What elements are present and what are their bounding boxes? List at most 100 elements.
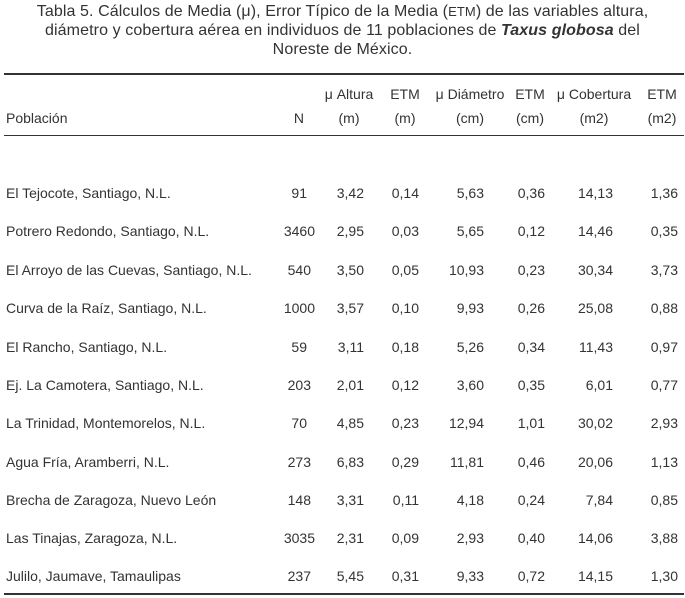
header-etm-altura: ETM	[390, 86, 420, 102]
cell-etm-altura: 0,03	[391, 223, 419, 239]
cell-diametro: 5,65	[456, 223, 484, 239]
cell-poblacion: Julilo, Jaumave, Tamaulipas	[6, 568, 181, 584]
cell-etm-diametro: 0,24	[517, 492, 545, 508]
cell-n: 1000	[283, 300, 315, 316]
cell-cobertura: 14,13	[577, 185, 613, 201]
table-row: Curva de la Raíz, Santiago, N.L. 1000 3,…	[0, 298, 685, 318]
cell-poblacion: El Arroyo de las Cuevas, Santiago, N.L.	[6, 262, 252, 278]
cell-etm-diametro: 0,46	[517, 454, 545, 470]
cell-poblacion: Las Tinajas, Zaragoza, N.L.	[6, 530, 178, 546]
table-row: Julilo, Jaumave, Tamaulipas 237 5,45 0,3…	[0, 566, 685, 586]
cell-etm-cobertura: 2,93	[650, 415, 678, 431]
cell-altura: 3,42	[336, 185, 364, 201]
cell-etm-altura: 0,31	[391, 568, 419, 584]
header-poblacion: Población	[6, 110, 68, 126]
cell-poblacion: Potrero Redondo, Santiago, N.L.	[6, 223, 210, 239]
header-etm-cobertura-unit: (m2)	[647, 110, 677, 126]
cell-etm-cobertura: 0,35	[650, 223, 678, 239]
table-row: Brecha de Zaragoza, Nuevo León 148 3,31 …	[0, 490, 685, 510]
table-header-rule	[4, 135, 684, 136]
cell-etm-altura: 0,29	[391, 454, 419, 470]
cell-cobertura: 7,84	[585, 492, 613, 508]
cell-n: 3035	[283, 530, 315, 546]
cell-cobertura: 6,01	[585, 377, 613, 393]
cell-diametro: 11,81	[450, 454, 484, 470]
header-n: N	[293, 110, 304, 126]
header-etm-cobertura: ETM	[647, 86, 677, 102]
header-mu-cobertura-unit: (m2)	[579, 110, 609, 126]
table-row: El Rancho, Santiago, N.L. 59 3,11 0,18 5…	[0, 337, 685, 357]
cell-diametro: 10,93	[448, 262, 484, 278]
cell-altura: 4,85	[336, 415, 364, 431]
table-bottom-rule	[4, 593, 684, 595]
cell-cobertura: 30,02	[577, 415, 613, 431]
caption-species-name: Taxus globosa	[501, 22, 614, 39]
cell-etm-altura: 0,11	[392, 492, 419, 508]
header-mu-diametro-unit: (cm)	[456, 110, 484, 126]
header-mu-diametro: μ Diámetro	[435, 86, 505, 102]
header-mu-cobertura: μ Cobertura	[556, 86, 632, 102]
cell-poblacion: La Trinidad, Montemorelos, N.L.	[6, 415, 206, 431]
cell-diametro: 9,33	[456, 568, 484, 584]
caption-text: ) de las variables altura,	[475, 3, 649, 20]
cell-etm-diametro: 0,36	[517, 185, 545, 201]
cell-etm-altura: 0,12	[391, 377, 419, 393]
table-row: Ej. La Camotera, Santiago, N.L. 203 2,01…	[0, 375, 685, 395]
cell-poblacion: El Tejocote, Santiago, N.L.	[6, 185, 171, 201]
cell-diametro: 3,60	[456, 377, 484, 393]
cell-cobertura: 25,08	[577, 300, 613, 316]
cell-cobertura: 11,43	[579, 339, 613, 355]
header-etm-diametro-unit: (cm)	[516, 110, 544, 126]
cell-altura: 6,83	[336, 454, 364, 470]
cell-etm-cobertura: 0,85	[650, 492, 678, 508]
header-mu-altura: μ Altura	[324, 86, 374, 102]
cell-etm-diametro: 0,34	[517, 339, 545, 355]
cell-cobertura: 30,34	[577, 262, 613, 278]
cell-altura: 3,50	[336, 262, 364, 278]
cell-etm-cobertura: 0,88	[650, 300, 678, 316]
cell-etm-altura: 0,23	[391, 415, 419, 431]
caption-line-2: diámetro y cobertura aérea en individuos…	[0, 21, 685, 40]
cell-altura: 3,31	[336, 492, 364, 508]
table-caption: Tabla 5. Cálculos de Media (μ), Error Tí…	[0, 2, 685, 59]
cell-etm-diametro: 0,26	[517, 300, 545, 316]
cell-altura: 2,95	[336, 223, 364, 239]
table-row: El Tejocote, Santiago, N.L. 91 3,42 0,14…	[0, 183, 685, 203]
cell-n: 148	[287, 492, 311, 508]
caption-text: diámetro y cobertura aérea en individuos…	[45, 22, 502, 39]
cell-etm-altura: 0,05	[391, 262, 419, 278]
table-row: Las Tinajas, Zaragoza, N.L. 3035 2,31 0,…	[0, 528, 685, 548]
cell-altura: 5,45	[336, 568, 364, 584]
table-row: Potrero Redondo, Santiago, N.L. 3460 2,9…	[0, 221, 685, 241]
table-row: Agua Fría, Aramberri, N.L. 273 6,83 0,29…	[0, 452, 685, 472]
cell-etm-cobertura: 0,77	[650, 377, 678, 393]
cell-diametro: 9,93	[456, 300, 484, 316]
cell-poblacion: Brecha de Zaragoza, Nuevo León	[6, 492, 217, 508]
cell-diametro: 2,93	[456, 530, 484, 546]
cell-diametro: 4,18	[456, 492, 484, 508]
caption-line-1: Tabla 5. Cálculos de Media (μ), Error Tí…	[0, 2, 685, 21]
cell-etm-cobertura: 3,73	[650, 262, 678, 278]
table-row: El Arroyo de las Cuevas, Santiago, N.L. …	[0, 260, 685, 280]
cell-etm-diametro: 0,35	[517, 377, 545, 393]
header-mu-altura-unit: (m)	[338, 110, 360, 126]
cell-etm-altura: 0,14	[391, 185, 419, 201]
cell-cobertura: 14,15	[577, 568, 613, 584]
header-etm-altura-unit: (m)	[394, 110, 416, 126]
cell-diametro: 12,94	[448, 415, 484, 431]
caption-etm-abbrev: ETM	[448, 4, 476, 19]
cell-n: 237	[287, 568, 311, 584]
cell-diametro: 5,26	[456, 339, 484, 355]
caption-text: Tabla 5. Cálculos de Media (μ), Error Tí…	[36, 3, 449, 20]
cell-altura: 3,11	[337, 339, 364, 355]
cell-cobertura: 20,06	[577, 454, 613, 470]
table-row: La Trinidad, Montemorelos, N.L. 70 4,85 …	[0, 413, 685, 433]
caption-text: del	[613, 22, 640, 39]
cell-n: 3460	[283, 223, 315, 239]
cell-cobertura: 14,06	[577, 530, 613, 546]
cell-etm-diametro: 0,40	[517, 530, 545, 546]
header-etm-diametro: ETM	[515, 86, 545, 102]
cell-diametro: 5,63	[456, 185, 484, 201]
cell-etm-diametro: 0,12	[517, 223, 545, 239]
cell-etm-cobertura: 1,13	[650, 454, 678, 470]
